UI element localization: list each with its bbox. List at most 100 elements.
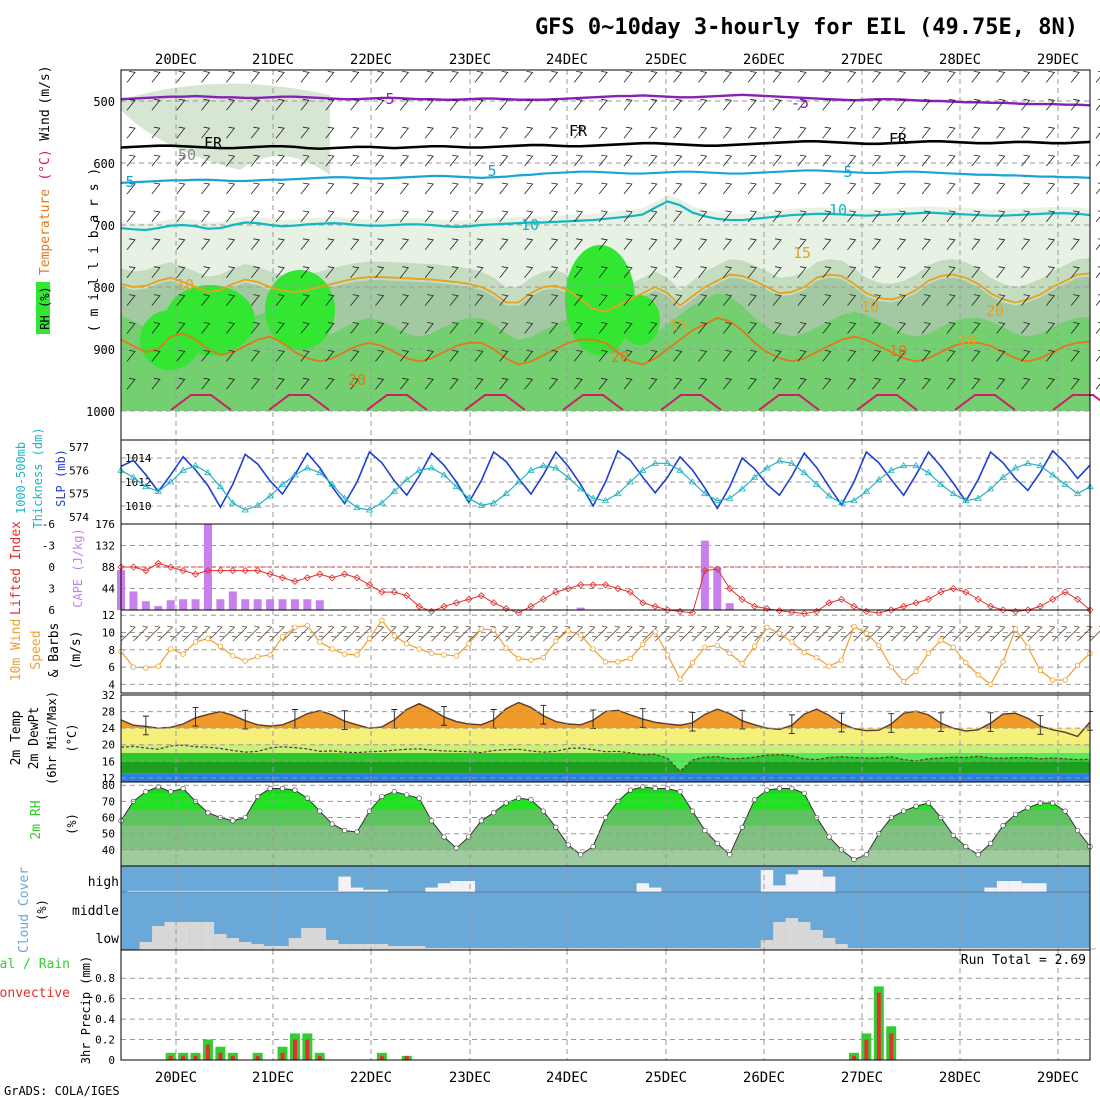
- rh2m-marker: [1012, 811, 1019, 817]
- wind-barb: [772, 322, 782, 334]
- cloud-low-bar: [624, 948, 637, 950]
- thickness-marker: [701, 489, 709, 497]
- rh2m-marker: [789, 785, 795, 792]
- cloud-high-bar: [263, 890, 277, 892]
- wind-barb: [772, 266, 782, 278]
- thickness-marker: [837, 499, 846, 506]
- wind-barb: [896, 71, 906, 83]
- thickness-marker: [415, 466, 423, 473]
- wind10-marker: [143, 665, 149, 671]
- pressure-tick-label: 800: [93, 281, 115, 295]
- thickness-marker: [788, 459, 796, 466]
- rh2m-marker: [714, 840, 720, 846]
- precip-tick-label: 0.8: [95, 972, 115, 985]
- wind10-barb: [703, 625, 720, 642]
- wind-barb: [872, 210, 882, 223]
- date-label-bottom: 23DEC: [449, 1070, 491, 1086]
- contour-label: 15: [669, 316, 687, 334]
- precip-convective-bar: [851, 1055, 856, 1060]
- lifted-index-label: Lifted Index: [9, 521, 24, 615]
- wind-barb: [250, 266, 260, 278]
- lifted-index-marker: [278, 574, 287, 582]
- wind-label: Wind: [38, 109, 53, 140]
- pressure-tick-label: 700: [93, 219, 115, 233]
- wind-barb: [847, 294, 857, 306]
- cape-bar: [266, 599, 275, 610]
- wind10-marker: [341, 651, 348, 657]
- wind-barb: [226, 322, 236, 334]
- wind-barb: [598, 182, 608, 195]
- wind-barb: [126, 71, 136, 83]
- wind-barb: [797, 98, 807, 111]
- rh2m-marker: [255, 793, 261, 800]
- wind-barb: [350, 294, 360, 306]
- wind10-marker: [1012, 626, 1019, 632]
- wind-barb: [946, 210, 956, 223]
- wind10-marker: [863, 630, 870, 637]
- thickness-marker: [378, 499, 386, 506]
- wind-barb: [524, 238, 534, 251]
- wind10-marker: [1037, 667, 1044, 674]
- rh2m-marker: [851, 856, 857, 863]
- wind10-barb: [1076, 625, 1093, 642]
- wind-barb: [971, 71, 981, 83]
- wind-barb: [201, 238, 211, 251]
- wind-barb: [896, 322, 906, 334]
- cape-bar: [253, 599, 262, 610]
- wind-barb: [1021, 71, 1031, 83]
- wind-barb: [151, 126, 161, 139]
- cloud-low-bar: [1034, 948, 1047, 950]
- wind-barb: [797, 126, 807, 139]
- precip-tick-label: 0.6: [95, 993, 115, 1006]
- thickness-marker: [651, 459, 659, 466]
- wind10-barb: [306, 625, 323, 642]
- rh2m-marker: [801, 790, 807, 796]
- lifted-index-marker: [154, 559, 162, 567]
- wind-barb: [573, 350, 583, 362]
- rh2m-tick-label: 80: [102, 779, 115, 792]
- wind-barb: [375, 266, 385, 278]
- wind-barb: [250, 154, 260, 167]
- wind-barb: [151, 266, 161, 278]
- precip-panel: 0.8 0.6 0.4 0.2 0 Run Total = 2.69: [95, 950, 1090, 1067]
- cloud-high-bar: [462, 881, 476, 892]
- lifted-index-marker: [365, 581, 374, 589]
- wind-barb: [1021, 294, 1031, 306]
- wind-barb: [722, 98, 733, 111]
- date-label-bottom: 20DEC: [155, 1070, 197, 1086]
- precip-convective-bar: [230, 1055, 235, 1060]
- rh2m-unit-label: (%): [65, 813, 79, 835]
- cape-bar: [129, 591, 138, 610]
- slp-label: SLP (mb): [54, 449, 68, 507]
- wind-barb: [996, 238, 1006, 251]
- wind-barb: [772, 210, 782, 223]
- wind-barb: [673, 98, 683, 111]
- wind-barb: [747, 154, 757, 167]
- wind-barb: [598, 210, 608, 223]
- cloud-low-bar: [425, 948, 438, 950]
- thickness-marker: [129, 473, 138, 480]
- wind10-barb: [231, 625, 248, 642]
- wind-barb: [946, 350, 956, 362]
- wind-barb: [648, 238, 658, 251]
- wind-barb: [872, 266, 882, 278]
- rh2m-marker: [205, 810, 211, 816]
- wind10-barb: [318, 625, 335, 642]
- wind-barb: [226, 126, 236, 139]
- cloud-low-bar: [909, 948, 923, 950]
- wind10-marker: [267, 652, 273, 658]
- wind10-barb: [828, 625, 844, 642]
- wind-barb: [648, 98, 658, 111]
- wind-barb: [747, 210, 757, 223]
- rh2m-marker: [391, 789, 397, 795]
- contour-label: 10: [958, 332, 976, 350]
- lifted-index-tick-label: -3: [42, 540, 55, 553]
- wind10-label: 10m Wind: [9, 619, 24, 682]
- wind-barb: [226, 266, 236, 278]
- wind-barb: [325, 266, 335, 278]
- wind-barb: [598, 294, 608, 306]
- wind-barb: [474, 294, 484, 306]
- precip-convective-bar: [379, 1055, 384, 1060]
- wind-barb: [300, 154, 310, 167]
